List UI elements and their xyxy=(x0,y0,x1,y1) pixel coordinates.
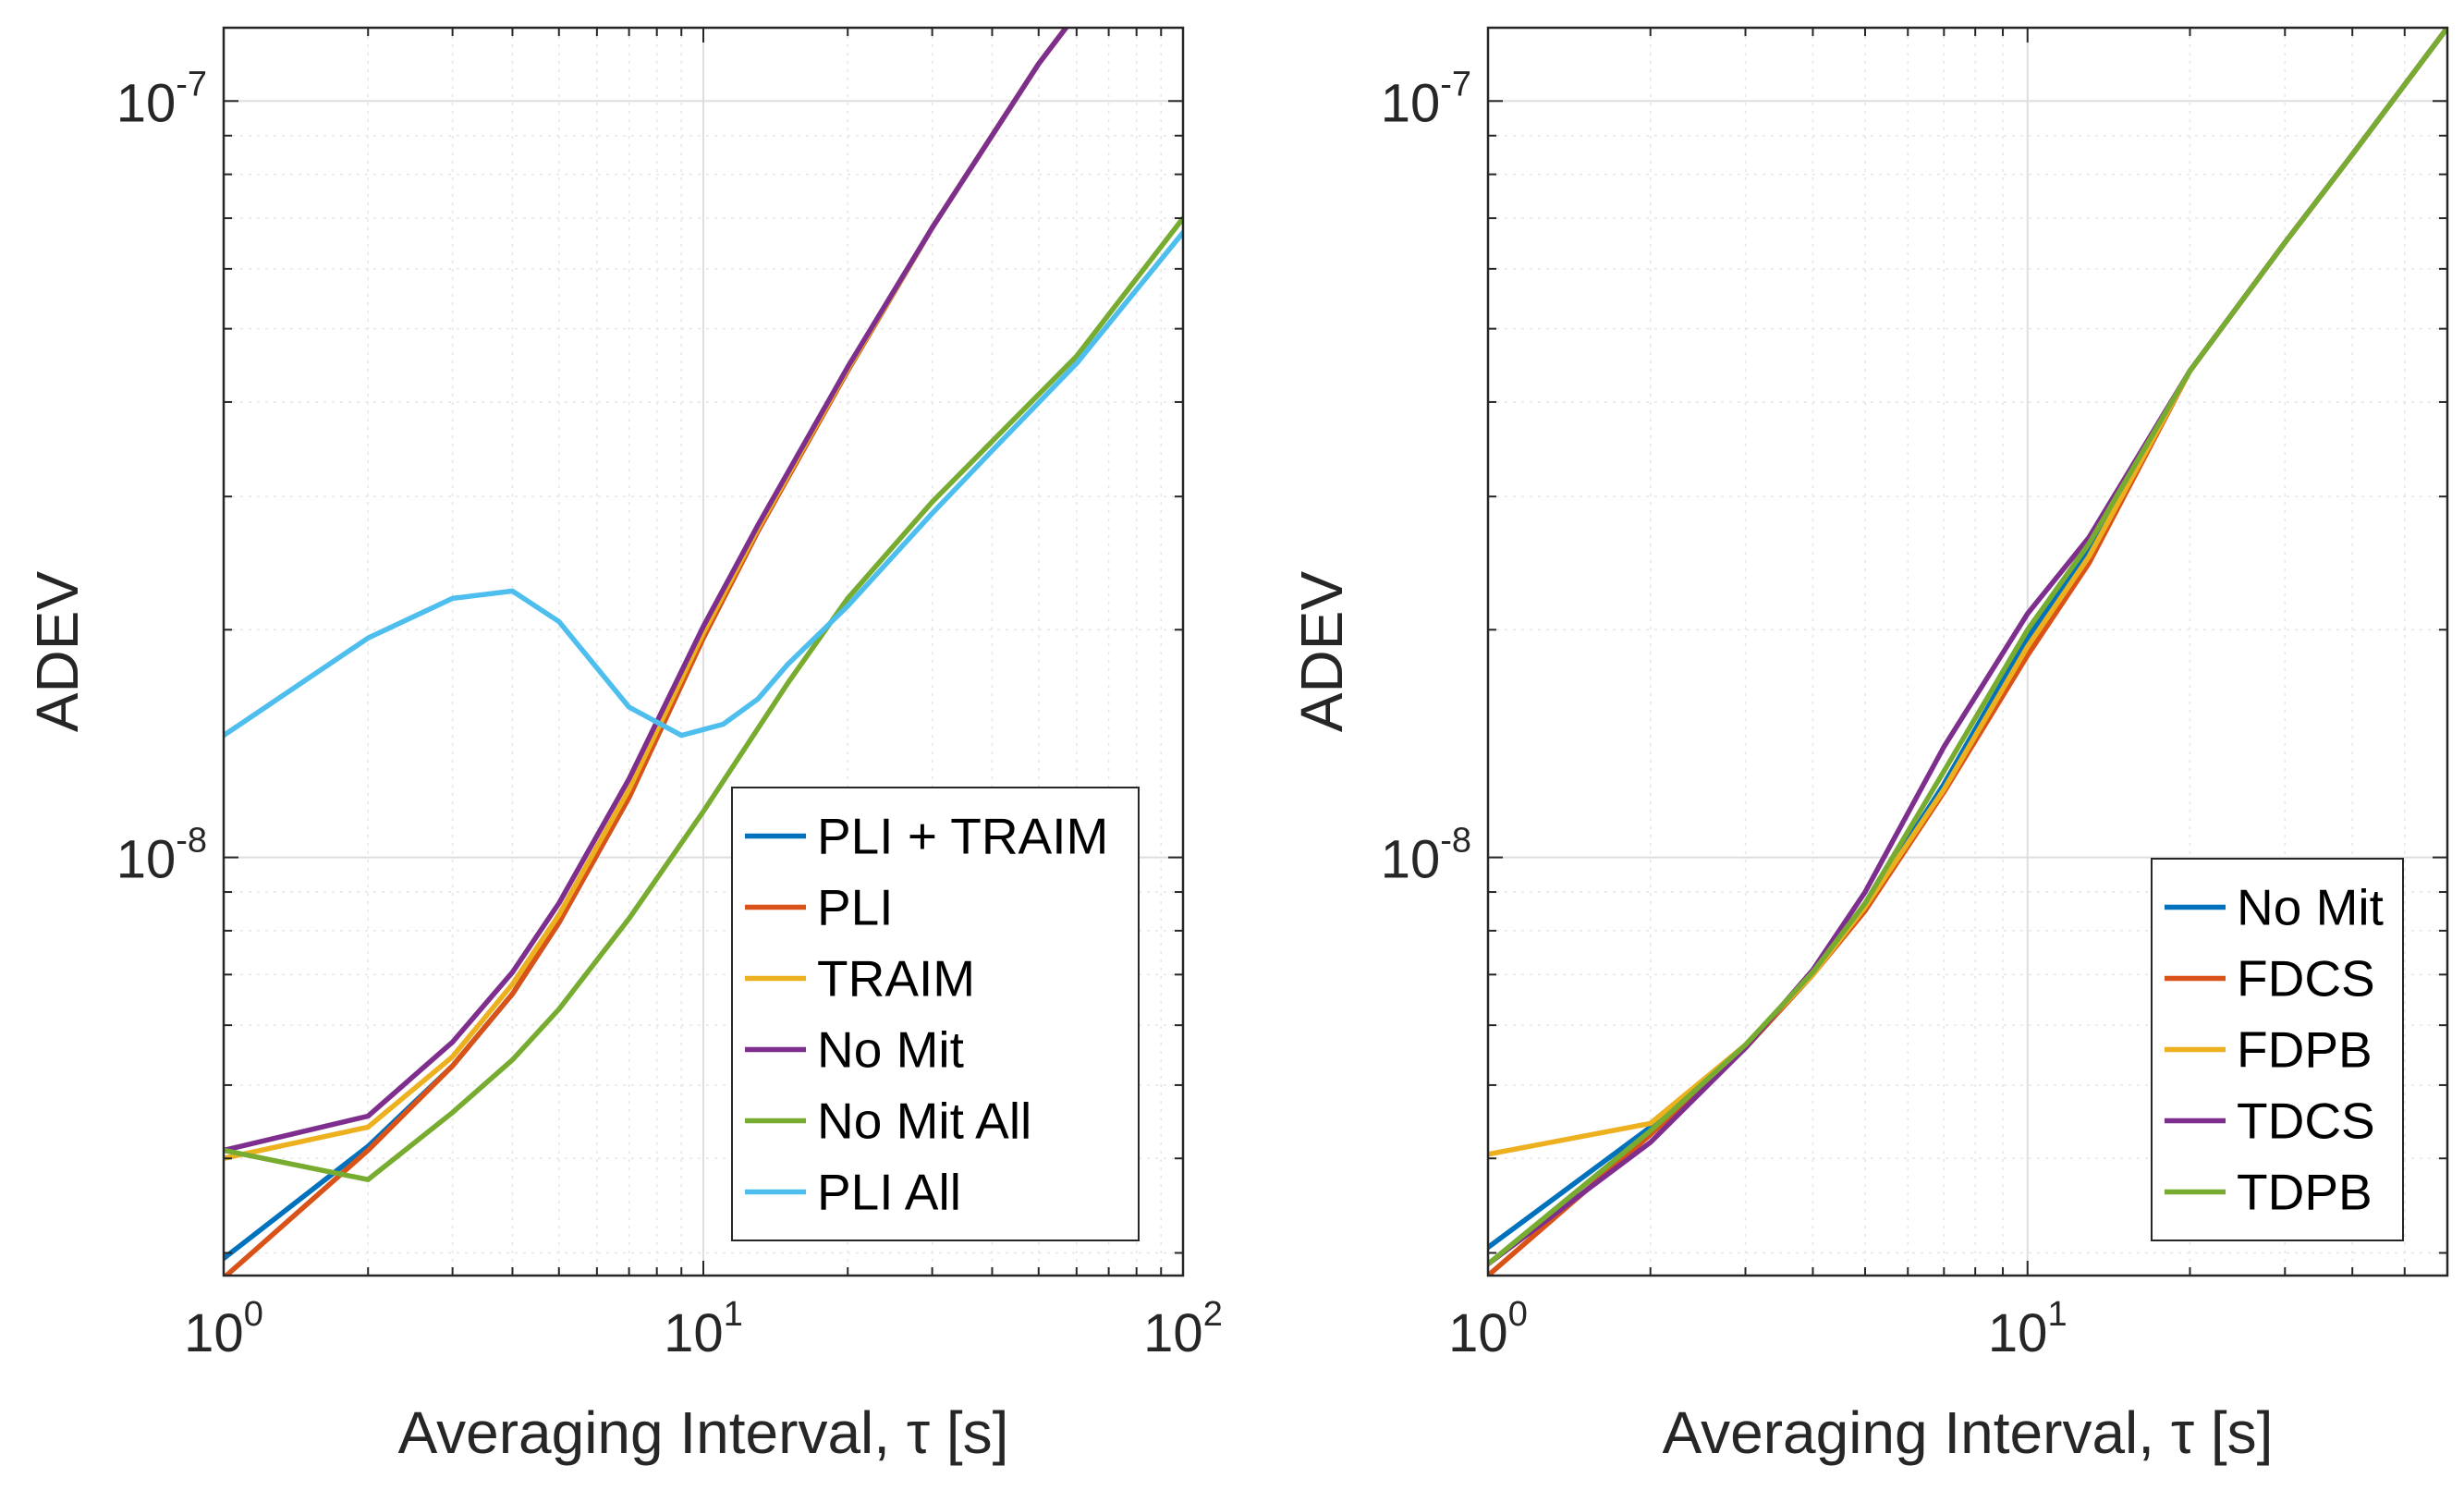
legend-entry-label: FDPB xyxy=(2237,1021,2373,1079)
legend-entry-label: FDCS xyxy=(2237,950,2375,1008)
y-tick-label: 10-8 xyxy=(1381,822,1471,890)
legend-box xyxy=(731,787,1140,1241)
tick-marks xyxy=(223,28,1184,1276)
series-group xyxy=(1488,28,2447,1276)
y-tick-label: 10-7 xyxy=(116,65,207,133)
legend-entry-label: No Mit xyxy=(2237,879,2384,936)
chart-panel-1: 100 101 102 10-8 10-7 Averaging Interval, τ [… xyxy=(24,26,1223,1466)
series-line-tdpb xyxy=(1488,28,2447,1267)
y-axis-label: ADEV xyxy=(24,571,91,733)
legend-entry-label: TRAIM xyxy=(817,950,975,1008)
legend-entry-label: TDPB xyxy=(2237,1164,2373,1221)
x-tick-label: 100 xyxy=(1448,1295,1528,1363)
legend-entry-label: No Mit All xyxy=(817,1093,1031,1150)
x-axis-label: Averaging Interval, τ [s] xyxy=(1663,1399,2274,1466)
tick-marks xyxy=(1487,28,2448,1276)
legend-entry-label: PLI + TRAIM xyxy=(817,808,1108,865)
x-tick-label: 102 xyxy=(1143,1295,1223,1363)
y-axis-label: ADEV xyxy=(1288,571,1355,733)
chart-panel-2: 100 101 10-8 10-7 Averaging Interval, τ [s] A… xyxy=(1288,26,2449,1466)
y-tick-label: 10-7 xyxy=(1381,65,1471,133)
legend-entry-label: No Mit xyxy=(817,1021,964,1079)
series-group xyxy=(224,28,1183,1276)
x-tick-label: 101 xyxy=(664,1295,743,1363)
x-tick-label: 101 xyxy=(1988,1295,2068,1363)
x-axis-label: Averaging Interval, τ [s] xyxy=(398,1399,1009,1466)
series-line-pli-all xyxy=(224,229,1183,739)
axes-box xyxy=(1486,26,2449,1277)
legend: PLI + TRAIM PLI TRAIM No Mit No Mit All PLI A… xyxy=(731,787,1140,1241)
legend-entry-label: PLI xyxy=(817,879,894,936)
x-tick-label: 100 xyxy=(184,1295,263,1363)
y-tick-label: 10-8 xyxy=(116,822,207,890)
legend-entry-label: PLI All xyxy=(817,1164,961,1221)
series-line-no-mit xyxy=(224,28,1069,1154)
legend: No Mit FDCS FDPB TDCS TDPB xyxy=(2151,858,2404,1241)
series-line-no-mit-all xyxy=(224,215,1183,1182)
legend-entry-label: TDCS xyxy=(2237,1093,2375,1150)
